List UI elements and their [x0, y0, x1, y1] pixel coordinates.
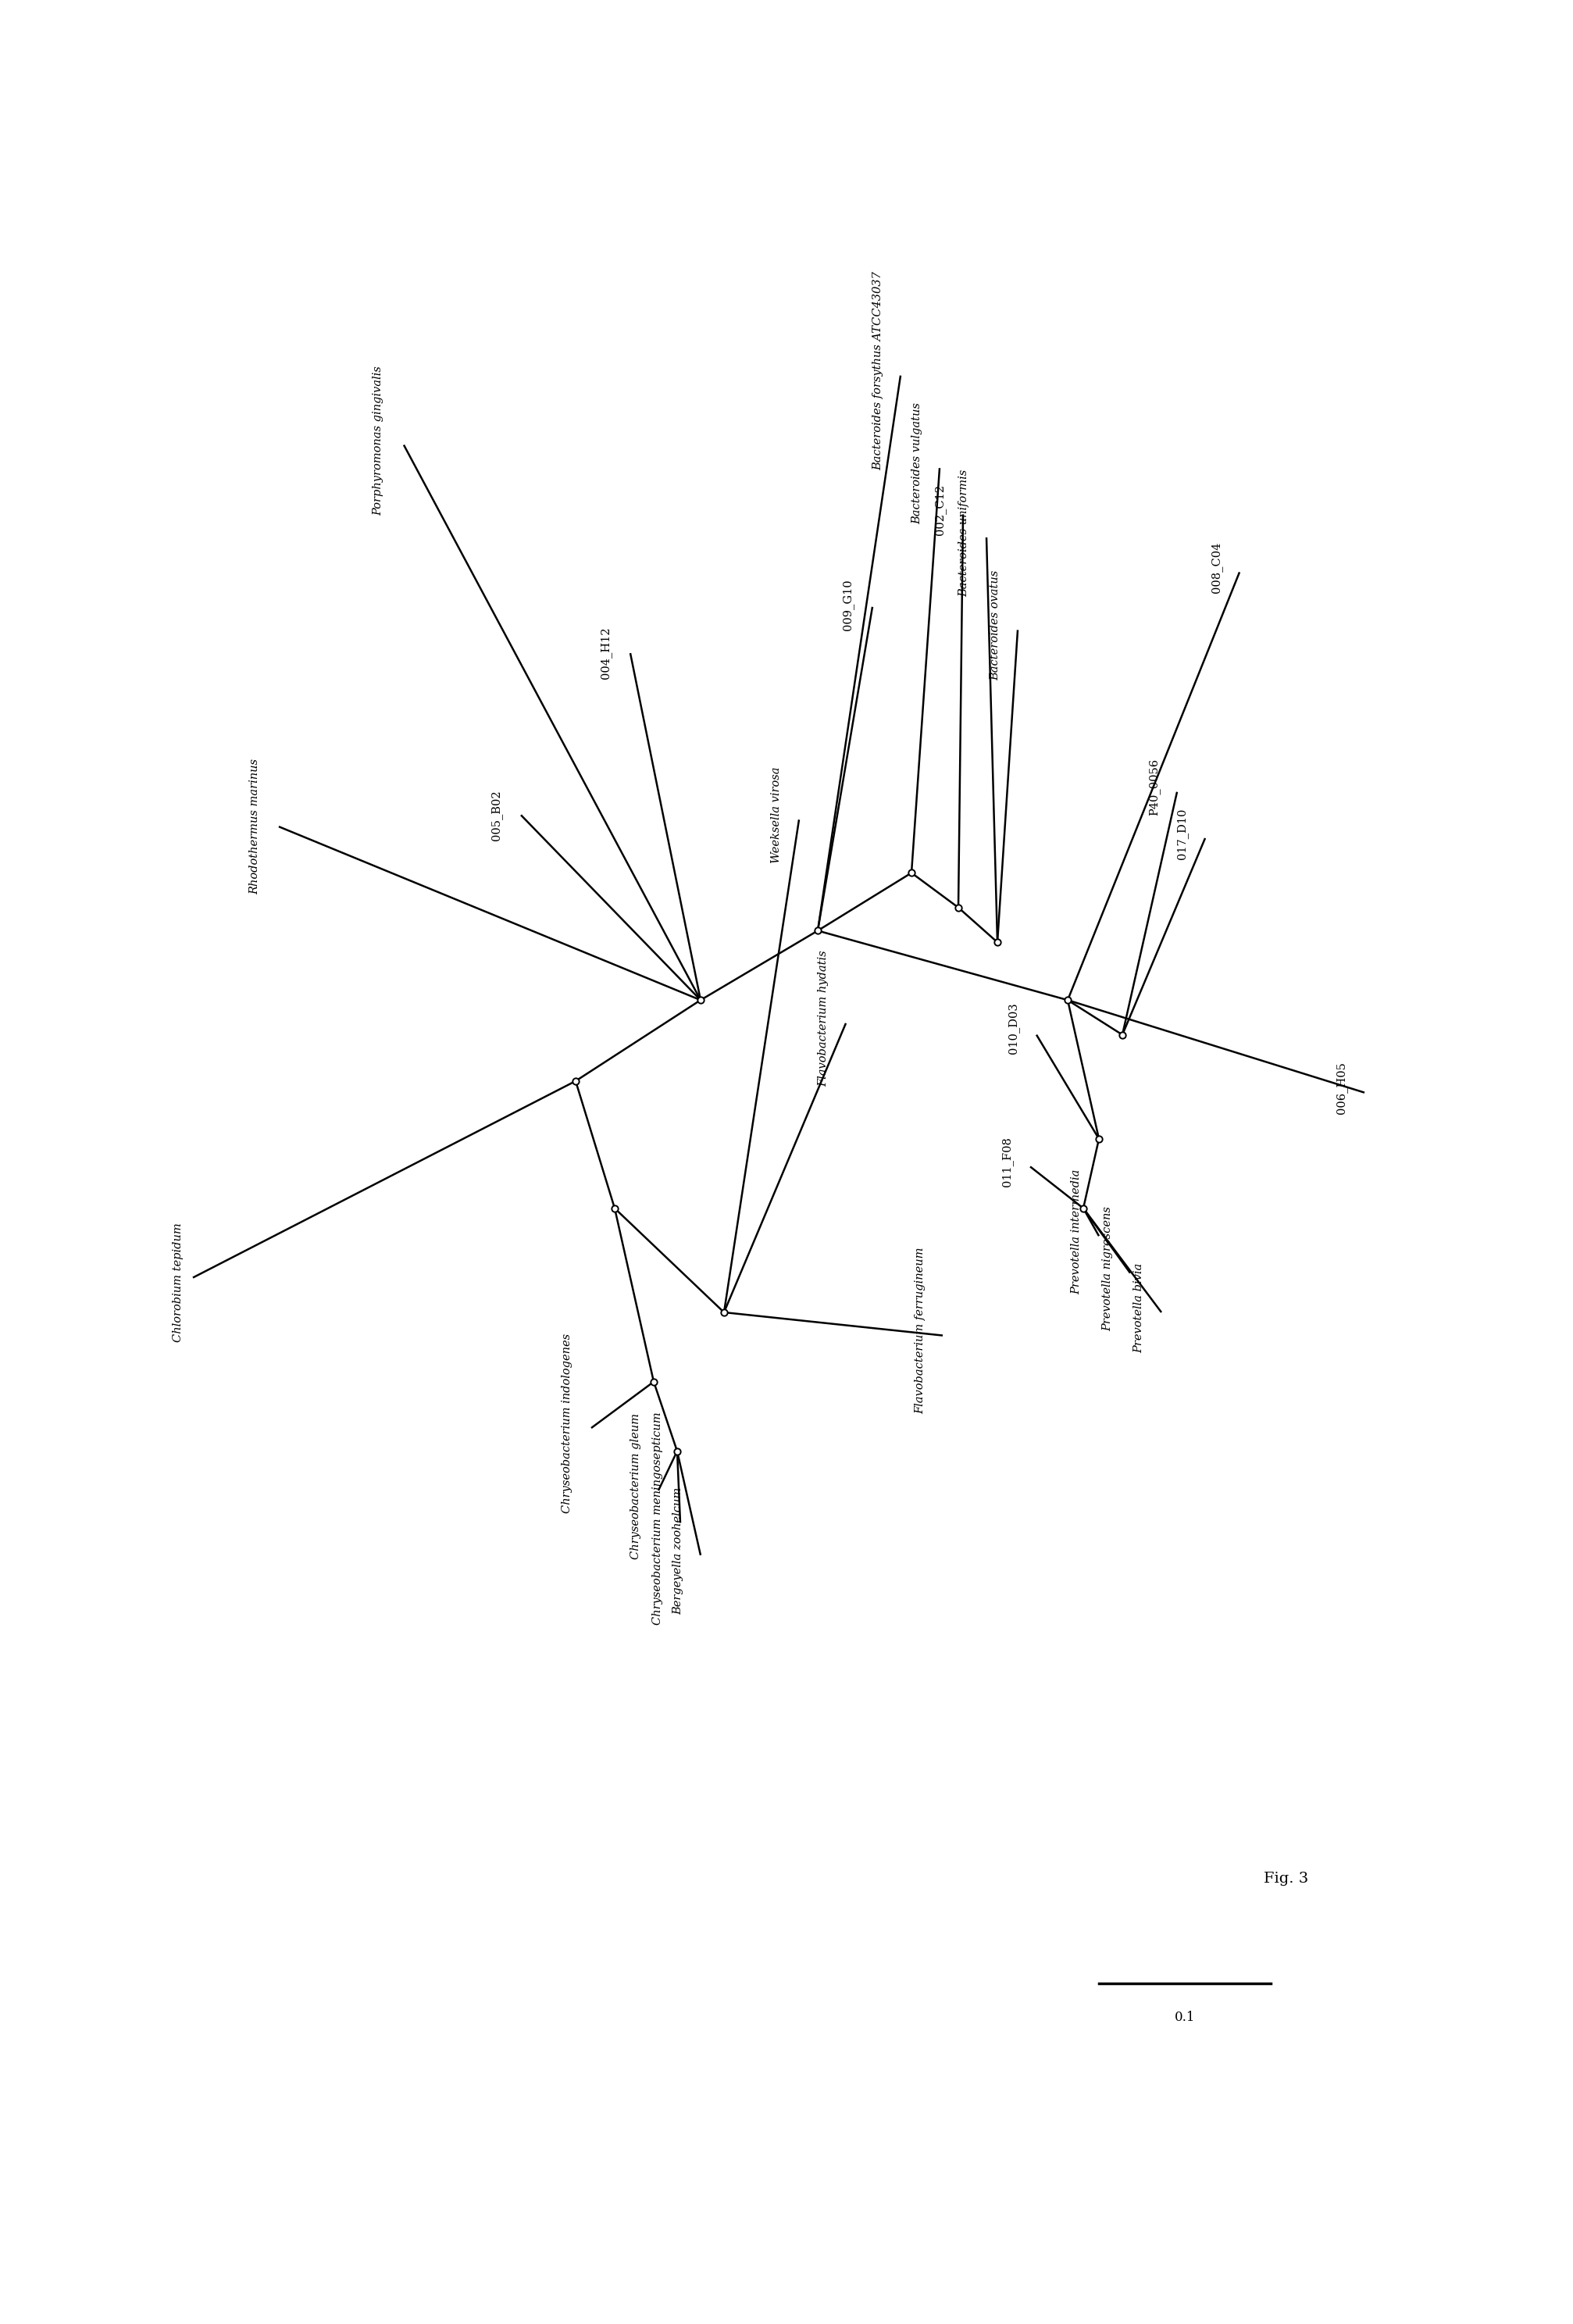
Text: Weeksella virosa: Weeksella virosa — [771, 767, 782, 862]
Text: 0.1: 0.1 — [1175, 2010, 1195, 2024]
Text: Flavobacterium ferrugineum: Flavobacterium ferrugineum — [914, 1248, 925, 1415]
Text: 009_G10: 009_G10 — [842, 579, 854, 630]
Text: 017_D10: 017_D10 — [1177, 809, 1188, 860]
Text: Prevotella bivia: Prevotella bivia — [1133, 1262, 1144, 1353]
Text: Fig. 3: Fig. 3 — [1265, 1873, 1309, 1887]
Text: Chryseobacterium meningosepticum: Chryseobacterium meningosepticum — [653, 1411, 664, 1624]
Text: Bacteroides ovatus: Bacteroides ovatus — [989, 569, 1000, 681]
Text: Prevotella intermedia: Prevotella intermedia — [1071, 1169, 1082, 1294]
Text: 008_C04: 008_C04 — [1211, 541, 1222, 593]
Text: Chryseobacterium indologenes: Chryseobacterium indologenes — [562, 1334, 573, 1513]
Text: Porphyromonas gingivalis: Porphyromonas gingivalis — [373, 365, 384, 516]
Text: Chlorobium tepidum: Chlorobium tepidum — [173, 1222, 184, 1341]
Text: Bacteroides vulgatus: Bacteroides vulgatus — [911, 402, 922, 525]
Text: 004_H12: 004_H12 — [599, 627, 612, 679]
Text: Bergeyella zoohelcum: Bergeyella zoohelcum — [673, 1487, 683, 1615]
Text: 005_B02: 005_B02 — [491, 790, 502, 841]
Text: 011_F08: 011_F08 — [1002, 1136, 1013, 1188]
Text: Bacteroides uniformis: Bacteroides uniformis — [958, 469, 969, 597]
Text: Chryseobacterium gleum: Chryseobacterium gleum — [631, 1413, 642, 1559]
Text: Bacteroides forsythus ATCC43037: Bacteroides forsythus ATCC43037 — [873, 272, 884, 469]
Text: Prevotella nigrescens: Prevotella nigrescens — [1103, 1206, 1114, 1332]
Text: Flavobacterium hydatis: Flavobacterium hydatis — [818, 951, 829, 1088]
Text: Rhodothermus marinus: Rhodothermus marinus — [249, 758, 260, 895]
Text: 002_C12: 002_C12 — [934, 483, 945, 535]
Text: 006_H05: 006_H05 — [1335, 1062, 1348, 1113]
Text: P40_0056: P40_0056 — [1148, 758, 1159, 816]
Text: 010_D03: 010_D03 — [1008, 1002, 1019, 1053]
